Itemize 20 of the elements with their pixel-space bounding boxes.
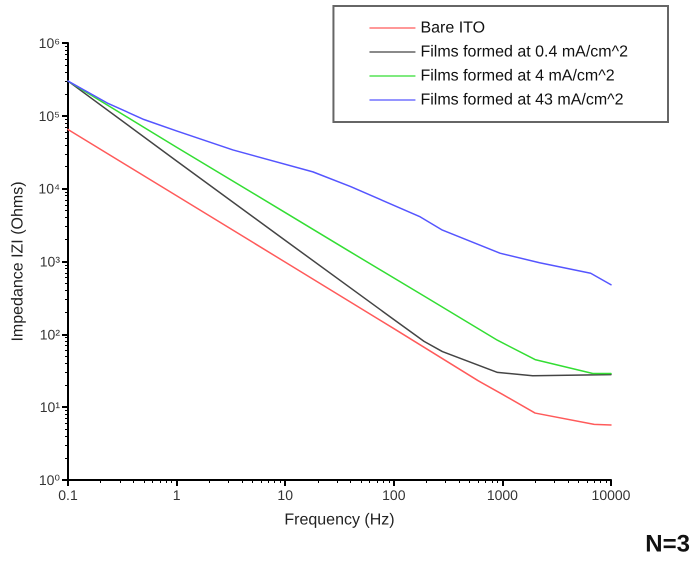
x-tick-label: 1000	[486, 487, 518, 503]
text: N=3	[645, 530, 690, 558]
x-tick-label: 1	[172, 487, 181, 503]
y-tick-label: 10¹	[40, 399, 60, 416]
x-axis-title: Frequency (Hz)	[284, 512, 395, 528]
x-tick-label: 10000	[592, 487, 631, 503]
y-tick-label: 10⁴	[38, 180, 60, 197]
x-tick-label: 0.1	[58, 487, 78, 503]
legend-label: Films formed at 0.4 mA/cm^2	[420, 44, 628, 60]
legend-label: Bare ITO	[420, 20, 486, 36]
y-axis-title: Impedance IZI (Ohms)	[10, 181, 26, 342]
y-tick-label: 10⁰	[38, 472, 60, 488]
legend-label: Films formed at 43 mA/cm^2	[420, 92, 624, 108]
y-tick-label: 10³	[40, 254, 60, 270]
y-tick-label: 10⁶	[38, 35, 60, 51]
legend-label: Films formed at 4 mA/cm^2	[420, 68, 615, 84]
y-tick-label: 10⁵	[38, 108, 60, 124]
x-tick-label: 10	[277, 487, 294, 503]
x-tick-label: 100	[382, 487, 406, 503]
y-tick-label: 10²	[40, 326, 60, 342]
